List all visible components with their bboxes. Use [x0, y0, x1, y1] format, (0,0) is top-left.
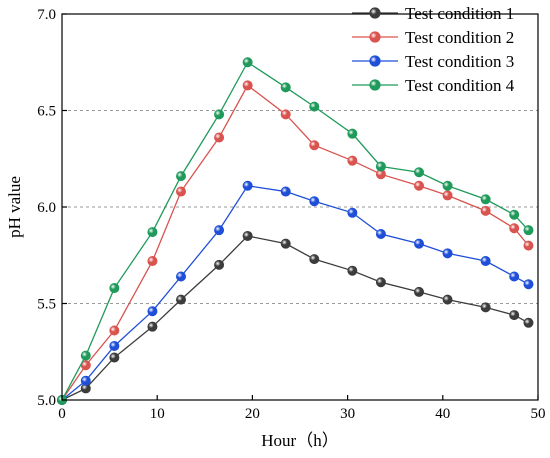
data-point: [309, 196, 320, 207]
series-line: [61, 84, 529, 401]
data-point: [214, 132, 225, 143]
x-tick-label: 50: [531, 406, 546, 422]
y-tick-label: 6.0: [37, 200, 56, 216]
data-point: [242, 230, 253, 241]
data-point: [214, 109, 225, 120]
data-point: [147, 321, 158, 332]
axis-ticks: 0 10 20 30 40 50 5.0 5.5 6.0 6.5 7.0: [37, 7, 545, 422]
x-axis-title: Hour（h）: [261, 431, 338, 450]
data-point: [347, 155, 358, 166]
data-point: [442, 180, 453, 191]
data-point: [480, 205, 491, 216]
grid-lines: [62, 110, 538, 304]
data-point: [347, 265, 358, 276]
data-point: [442, 248, 453, 259]
legend-marker: [369, 31, 381, 43]
data-point: [347, 128, 358, 139]
data-point: [309, 254, 320, 265]
legend-label: Test condition 4: [405, 76, 515, 95]
data-point: [147, 306, 158, 317]
data-point: [523, 240, 534, 251]
legend: Test condition 1 Test condition 2 Test con…: [352, 4, 515, 95]
data-point: [175, 271, 186, 282]
data-point: [375, 277, 386, 288]
data-point: [509, 209, 520, 220]
legend-label: Test condition 2: [405, 28, 514, 47]
data-point: [413, 238, 424, 249]
data-point: [509, 223, 520, 234]
data-point: [109, 340, 120, 351]
data-point: [109, 352, 120, 363]
data-point: [109, 325, 120, 336]
y-tick-label: 5.0: [37, 393, 56, 409]
x-tick-label: 0: [58, 406, 66, 422]
series-line: [61, 185, 529, 401]
data-point: [309, 140, 320, 151]
data-point: [413, 286, 424, 297]
x-tick-label: 10: [150, 406, 165, 422]
data-point: [80, 350, 91, 361]
data-point: [242, 57, 253, 68]
series-line: [61, 235, 529, 401]
data-point: [523, 317, 534, 328]
y-tick-label: 6.5: [37, 104, 56, 120]
data-point: [242, 180, 253, 191]
data-point: [413, 180, 424, 191]
data-point: [413, 167, 424, 178]
y-tick-label: 5.5: [37, 297, 56, 313]
legend-marker: [369, 79, 381, 91]
data-point: [375, 229, 386, 240]
data-point: [442, 190, 453, 201]
data-point: [509, 310, 520, 321]
data-point: [509, 271, 520, 282]
data-point: [214, 259, 225, 270]
data-point: [147, 227, 158, 238]
data-point: [242, 80, 253, 91]
legend-label: Test condition 3: [405, 52, 514, 71]
data-point: [175, 171, 186, 182]
data-point: [280, 238, 291, 249]
series-4: [57, 57, 534, 405]
data-point: [109, 283, 120, 294]
legend-item: Test condition 4: [352, 76, 515, 95]
data-point: [523, 225, 534, 236]
data-point: [214, 225, 225, 236]
data-point: [175, 294, 186, 305]
series-line: [61, 61, 529, 401]
data-point: [480, 256, 491, 267]
data-point: [280, 186, 291, 197]
legend-item: Test condition 3: [352, 52, 514, 71]
y-axis-title: pH value: [5, 176, 24, 238]
legend-marker: [369, 7, 381, 19]
data-point: [442, 294, 453, 305]
series-layer: [57, 57, 534, 405]
data-point: [80, 375, 91, 386]
legend-label: Test condition 1: [405, 4, 514, 23]
data-point: [347, 207, 358, 218]
data-point: [523, 279, 534, 290]
legend-item: Test condition 1: [352, 4, 514, 23]
data-point: [480, 302, 491, 313]
legend-marker: [369, 55, 381, 67]
x-tick-label: 20: [245, 406, 260, 422]
series-3: [57, 180, 534, 405]
data-point: [280, 109, 291, 120]
data-point: [147, 256, 158, 267]
data-point: [280, 82, 291, 93]
series-1: [57, 230, 534, 405]
data-point: [175, 186, 186, 197]
data-point: [309, 101, 320, 112]
data-point: [480, 194, 491, 205]
x-tick-label: 40: [435, 406, 450, 422]
y-tick-label: 7.0: [37, 7, 56, 23]
data-point: [375, 161, 386, 172]
legend-item: Test condition 2: [352, 28, 514, 47]
x-tick-label: 30: [340, 406, 355, 422]
series-2: [57, 80, 534, 405]
